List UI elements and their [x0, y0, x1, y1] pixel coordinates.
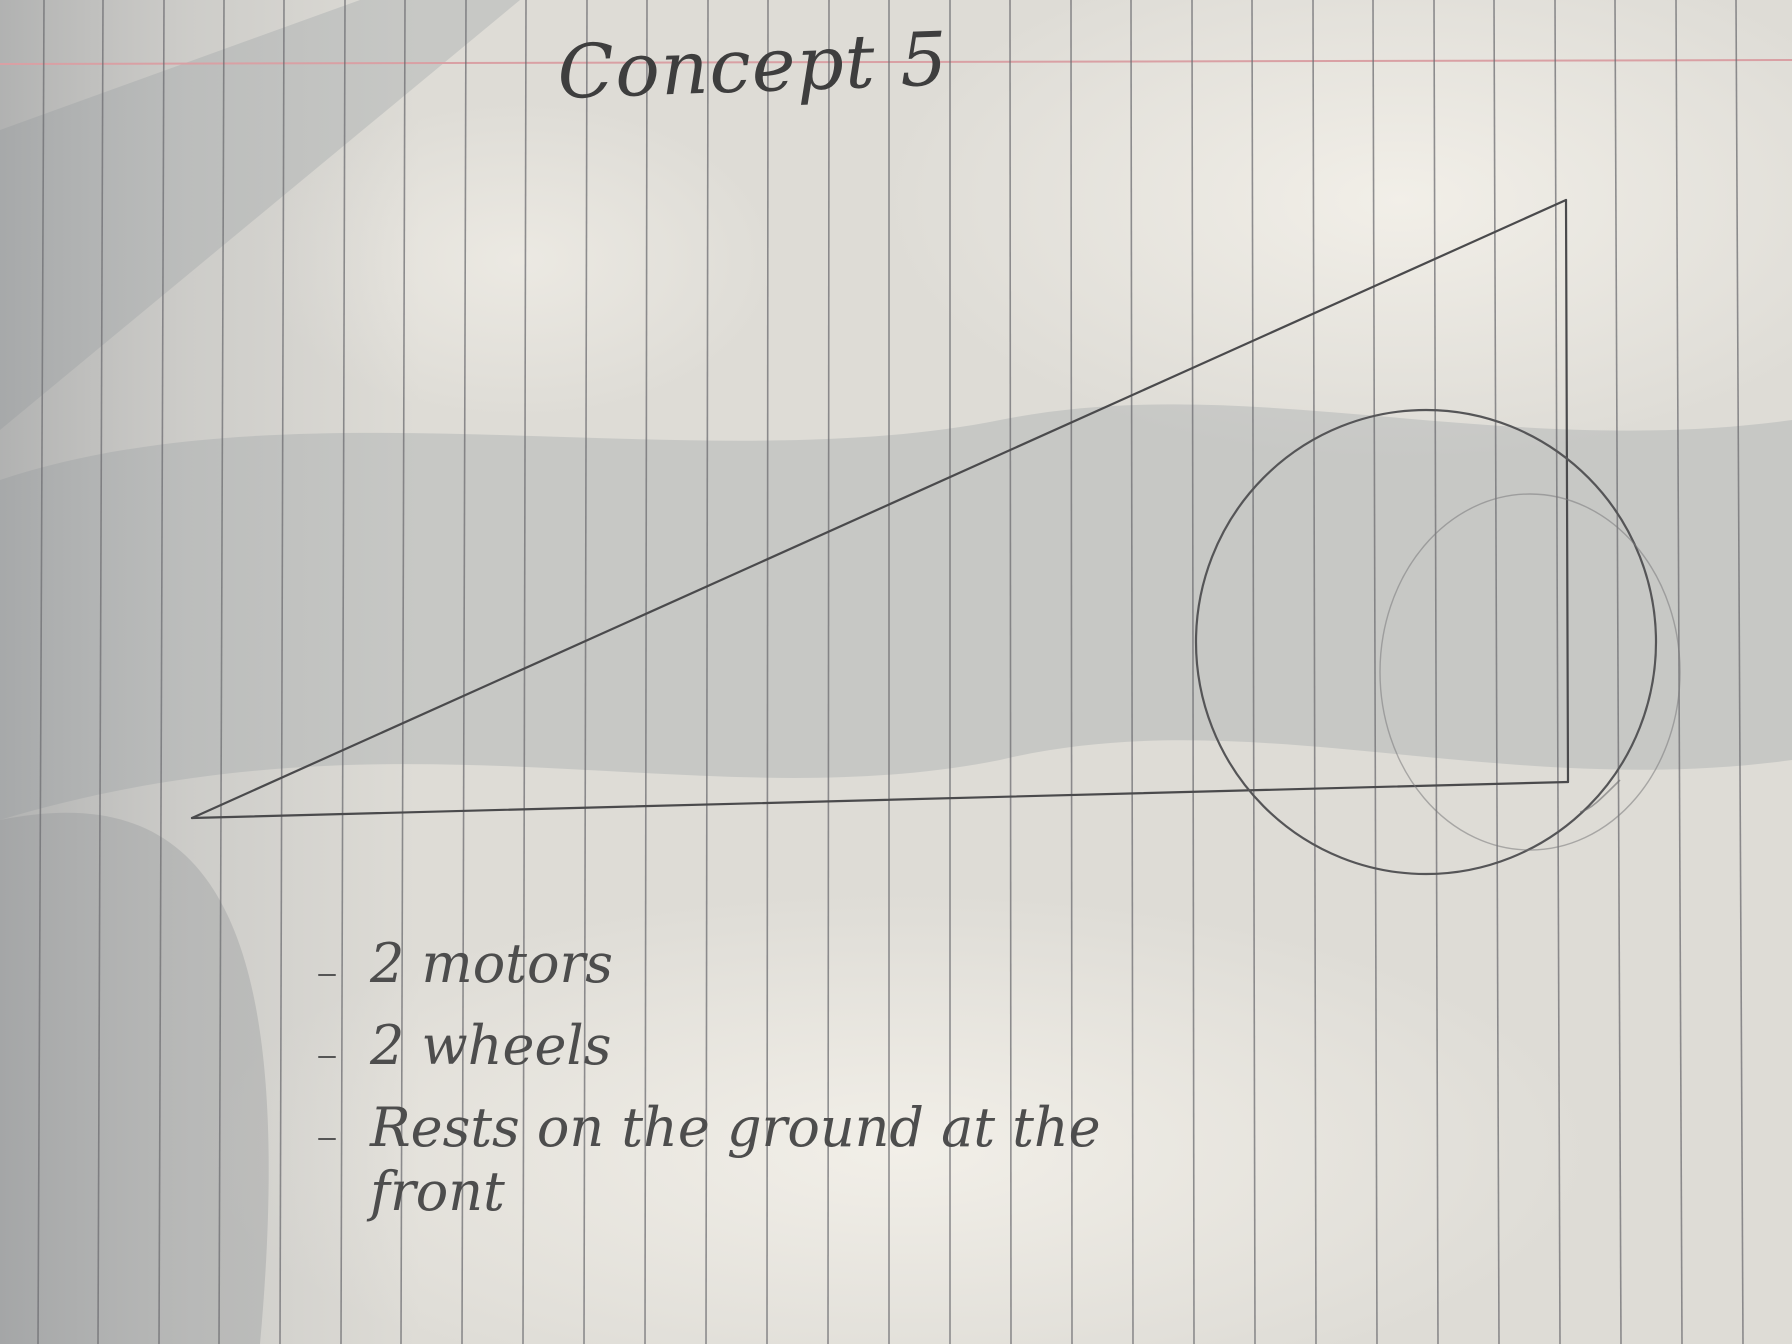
triangle-base [190, 780, 1570, 820]
note-text: 2 wheels [370, 1014, 612, 1077]
erased-arc [1579, 779, 1621, 813]
erased-circle [1379, 493, 1681, 851]
note-text: 2 motors [370, 932, 613, 995]
light-patch [880, 0, 1792, 460]
triangle-sketch [190, 198, 1570, 820]
bullet-dash [318, 1056, 336, 1058]
shadow-band [0, 404, 1792, 820]
list-item: 2 wheels [318, 1014, 1218, 1104]
list-item: 2 motors [318, 932, 1218, 1022]
page-title: Concept 5 [556, 16, 950, 116]
shadow-left [0, 0, 420, 1344]
margin-line [0, 59, 1792, 65]
ruled-lines [37, 0, 1744, 1344]
triangle-hypotenuse [190, 198, 1568, 820]
list-item: Rests on the ground at the front [318, 1096, 1218, 1223]
wheel-circle [1194, 408, 1658, 876]
triangle-vertical-side [1564, 198, 1570, 784]
bullet-dash [318, 1138, 336, 1140]
light-patch [200, 890, 1600, 1344]
notes-list: 2 motors 2 wheels Rests on the ground at… [318, 932, 1218, 1240]
note-text: Rests on the ground at the front [370, 1096, 1101, 1223]
bullet-dash [318, 974, 336, 976]
